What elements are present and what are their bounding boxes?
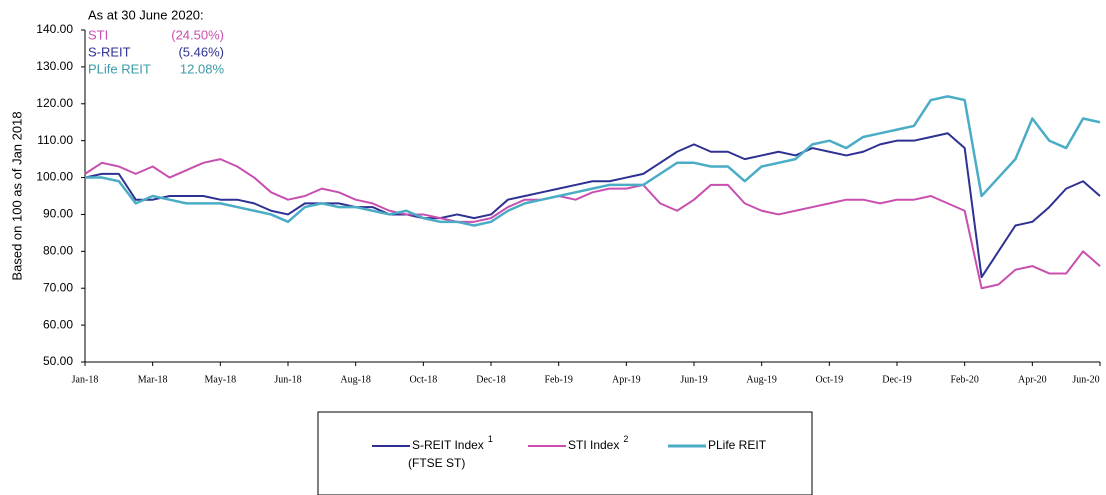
legend-label-line2: (FTSE ST) <box>408 456 465 470</box>
legend-label: PLife REIT <box>708 438 767 452</box>
legend-label: STI Index 2 <box>568 434 628 452</box>
y-tick-label: 140.00 <box>36 22 73 36</box>
x-tick-label: Oct-18 <box>409 374 437 385</box>
x-tick-label: Jun-18 <box>274 374 301 385</box>
y-tick-label: 70.00 <box>43 280 73 294</box>
legend-name: STI Index <box>568 438 619 452</box>
x-tick-label: Feb-19 <box>544 374 572 385</box>
annotation-title: As at 30 June 2020: <box>88 7 204 22</box>
y-tick-label: 50.00 <box>43 354 73 368</box>
legend-name: S-REIT Index <box>412 438 484 452</box>
annotation-value: (24.50%) <box>171 27 224 42</box>
x-tick-label: Oct-19 <box>815 374 843 385</box>
legend-footnote: 1 <box>488 434 493 444</box>
x-tick-label: Feb-20 <box>950 374 978 385</box>
annotation-label: STI <box>88 27 108 42</box>
y-tick-label: 110.00 <box>37 133 73 147</box>
series-line <box>84 158 1101 290</box>
x-tick-label: Apr-19 <box>612 374 641 385</box>
legend-footnote: 2 <box>623 434 628 444</box>
y-tick-label: 120.00 <box>36 96 73 110</box>
legend-label: S-REIT Index 1 <box>412 434 493 452</box>
legend-name: PLife REIT <box>708 438 767 452</box>
y-tick-label: 80.00 <box>43 244 73 258</box>
x-tick-label: Apr-20 <box>1018 374 1047 385</box>
annotation-value: (5.46%) <box>178 44 224 59</box>
x-tick-label: Aug-19 <box>746 374 777 385</box>
legend-box <box>317 411 813 495</box>
x-tick-label: May-18 <box>204 374 236 385</box>
y-axis-label: Based on 100 as of Jan 2018 <box>9 111 24 280</box>
x-tick-label: Jan-18 <box>72 374 99 385</box>
y-tick-label: 130.00 <box>36 59 73 73</box>
annotation-value: 12.08% <box>180 61 225 76</box>
x-tick-label: Mar-18 <box>138 374 168 385</box>
y-tick-label: 100.00 <box>36 170 73 184</box>
y-tick-label: 90.00 <box>43 207 73 221</box>
series-line <box>85 95 1101 227</box>
x-tick-label: Jun-20 <box>1072 374 1099 385</box>
annotation-label: PLife REIT <box>88 61 151 76</box>
series-line <box>84 132 1101 279</box>
x-tick-label: Aug-18 <box>340 374 371 385</box>
x-tick-label: Dec-18 <box>476 374 505 385</box>
x-tick-label: Dec-19 <box>882 374 911 385</box>
y-tick-label: 60.00 <box>43 317 73 331</box>
x-tick-label: Jun-19 <box>680 374 707 385</box>
annotation-label: S-REIT <box>88 44 131 59</box>
